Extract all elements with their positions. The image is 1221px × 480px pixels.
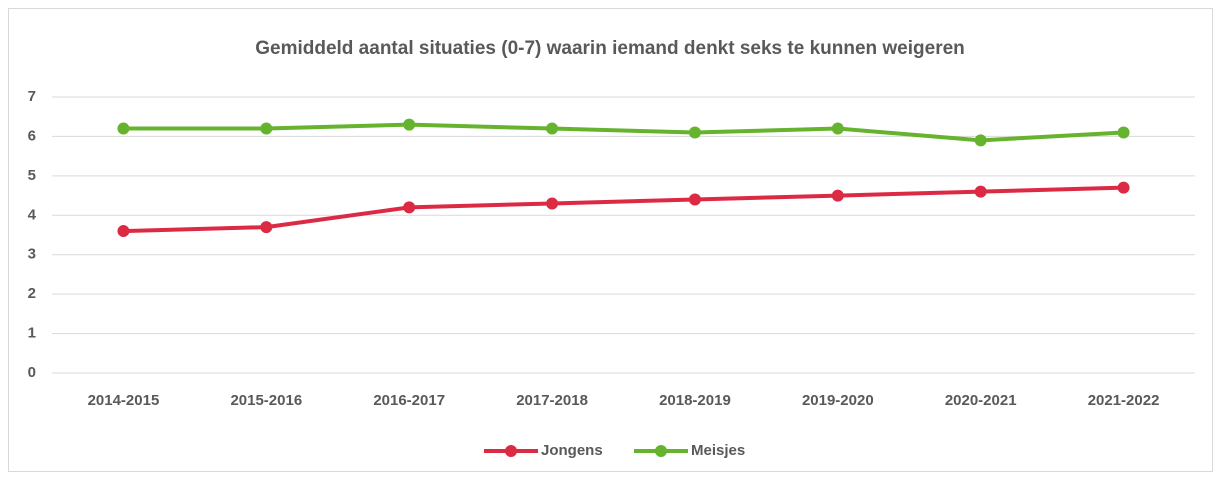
- x-tick-label: 2015-2016: [230, 392, 302, 409]
- x-tick-label: 2020-2021: [945, 392, 1017, 409]
- y-tick-label: 4: [28, 206, 37, 223]
- point: [117, 122, 130, 135]
- point: [974, 185, 987, 198]
- series-line: [123, 185, 1124, 234]
- x-tick-label: 2014-2015: [88, 392, 160, 409]
- y-tick-label: 3: [28, 246, 36, 263]
- point: [260, 122, 273, 135]
- y-tick-label: 7: [28, 88, 36, 105]
- y-tick-label: 1: [28, 325, 36, 342]
- y-tick-label: 5: [28, 167, 36, 184]
- point: [546, 122, 559, 135]
- point: [688, 193, 701, 206]
- legend-marker: [505, 445, 517, 457]
- y-tick-label: 6: [28, 127, 36, 144]
- x-tick-label: 2016-2017: [373, 392, 445, 409]
- point: [403, 201, 416, 214]
- x-tick-label: 2019-2020: [802, 392, 874, 409]
- legend-marker: [655, 445, 667, 457]
- point: [260, 221, 273, 234]
- x-tick-label: 2017-2018: [516, 392, 588, 409]
- legend-label: Jongens: [541, 442, 603, 459]
- x-tick-label: 2018-2019: [659, 392, 731, 409]
- point: [831, 189, 844, 202]
- point: [117, 225, 130, 238]
- y-tick-label: 2: [28, 285, 36, 302]
- point: [1117, 126, 1130, 139]
- point: [974, 134, 987, 147]
- legend-label: Meisjes: [691, 442, 745, 459]
- y-tick-label: 0: [28, 364, 36, 381]
- series-line: [123, 122, 1124, 143]
- point: [546, 197, 559, 210]
- point: [403, 118, 416, 131]
- point: [831, 122, 844, 135]
- point: [1117, 181, 1130, 194]
- x-tick-label: 2021-2022: [1088, 392, 1160, 409]
- chart-border: [8, 8, 1213, 472]
- chart-title: Gemiddeld aantal situaties (0-7) waarin …: [255, 38, 965, 59]
- point: [688, 126, 701, 139]
